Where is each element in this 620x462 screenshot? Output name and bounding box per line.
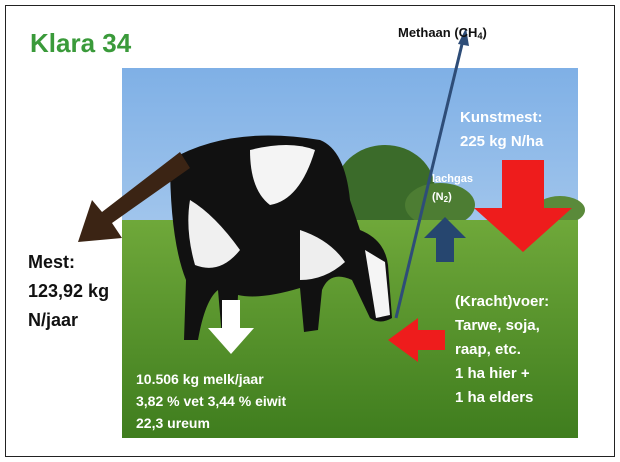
nitrous-line: lachgas [432,173,473,185]
text-line: 123,92 kg [28,281,109,301]
text-line: raap, etc. [455,341,521,358]
text-line: 3,82 % vet 3,44 % eiwit [136,393,287,409]
slide: Klara 34 Methaan (CH4) Kunstmest: 225 kg … [0,0,620,462]
text-line: N/jaar [28,310,78,330]
text-line: 225 kg N/ha [460,133,544,150]
page: {"title": "Klara 34", "methane": {"prefi… [0,0,620,462]
nitrous-suffix: ) [448,191,452,203]
methane-label: Methaan (CH4) [398,25,487,41]
text-line: Kunstmest: [460,109,543,126]
text-line: Mest: [28,252,75,272]
text-line: 1 ha hier + [455,365,530,382]
text-line: 10.506 kg melk/jaar [136,371,264,387]
text-line: 1 ha elders [455,389,533,406]
text-line: 22,3 ureum [136,415,210,431]
methane-suffix: ) [482,25,486,40]
text-line: Tarwe, soja, [455,317,540,334]
nitrous-formula: (N2) [432,191,452,204]
nitrous-text: (N [432,191,444,203]
methane-text: Methaan (CH [398,25,477,40]
slide-title: Klara 34 [30,28,132,58]
text-line: (Kracht)voer: [455,293,549,310]
